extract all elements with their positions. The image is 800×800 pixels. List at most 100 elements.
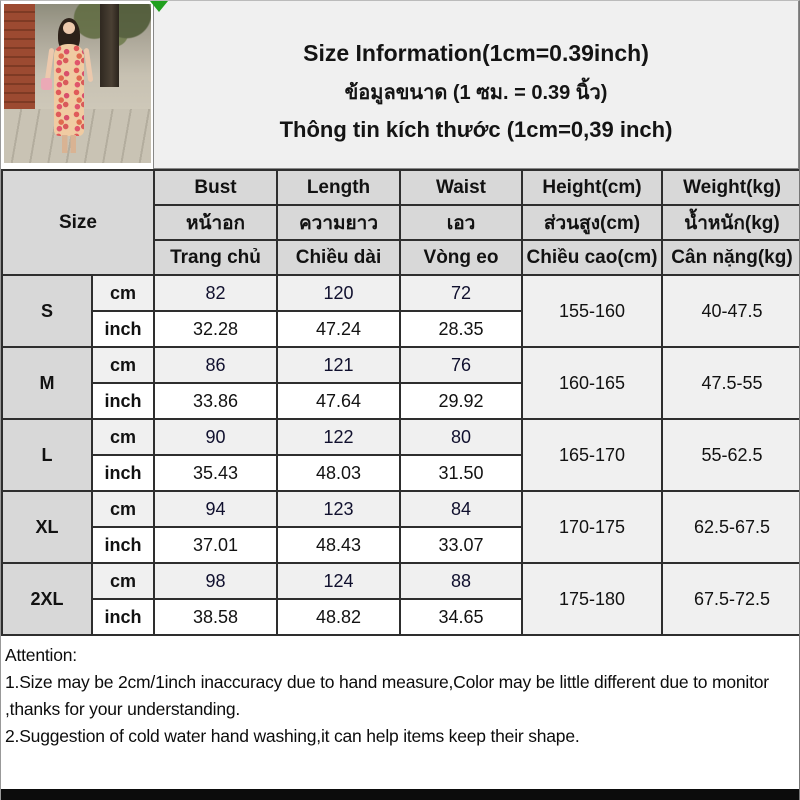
bust-inch-value: 38.58	[153, 598, 278, 636]
waist-cm-value: 76	[399, 346, 523, 384]
col-header-length-en: Length	[276, 169, 401, 206]
waist-cm-value: 72	[399, 274, 523, 312]
bust-cm-value: 98	[153, 562, 278, 600]
col-header-bust-th: หน้าอก	[153, 204, 278, 241]
waist-cm-value: 88	[399, 562, 523, 600]
attention-note-1: 1.Size may be 2cm/1inch inaccuracy due t…	[5, 672, 769, 720]
bust-inch-value: 33.86	[153, 382, 278, 420]
unit-inch-cell: inch	[91, 454, 155, 492]
col-header-height-en: Height(cm)	[521, 169, 663, 206]
col-header-waist-th: เอว	[399, 204, 523, 241]
size-label-cell: L	[1, 418, 93, 492]
weight-range-cell: 55-62.5	[661, 418, 799, 492]
bust-cm-value: 94	[153, 490, 278, 528]
length-inch-value: 48.03	[276, 454, 401, 492]
length-cm-value: 120	[276, 274, 401, 312]
length-cm-value: 121	[276, 346, 401, 384]
weight-range-cell: 62.5-67.5	[661, 490, 799, 564]
col-header-bust-en: Bust	[153, 169, 278, 206]
length-cm-value: 124	[276, 562, 401, 600]
size-info-title-vi: Thông tin kích thước (1cm=0,39 inch)	[279, 117, 673, 142]
size-info-title-en: Size Information(1cm=0.39inch)	[303, 40, 649, 66]
table-row: XL cm 94 123 84 170-175 62.5-67.5	[1, 490, 799, 564]
bust-cm-value: 90	[153, 418, 278, 456]
size-header-cell: Size	[1, 169, 155, 276]
waist-inch-value: 29.92	[399, 382, 523, 420]
length-cm-value: 123	[276, 490, 401, 528]
model-face	[62, 22, 75, 35]
size-label-cell: 2XL	[1, 562, 93, 636]
photo-scene	[4, 4, 151, 163]
col-header-weight-th: น้ำหนัก(kg)	[661, 204, 799, 241]
col-header-weight-en: Weight(kg)	[661, 169, 799, 206]
size-label-cell: XL	[1, 490, 93, 564]
title-block: Size Information(1cm=0.39inch) ข้อมูลขนา…	[153, 1, 799, 169]
col-header-height-vi: Chiều cao(cm)	[521, 239, 663, 276]
tree-trunk	[99, 4, 119, 87]
table-row: L cm 90 122 80 165-170 55-62.5	[1, 418, 799, 492]
length-inch-value: 47.24	[276, 310, 401, 348]
table-row: S cm 82 120 72 155-160 40-47.5	[1, 274, 799, 348]
attention-note-2: 2.Suggestion of cold water hand washing,…	[5, 726, 580, 747]
brick-wall	[4, 4, 35, 129]
attention-heading: Attention:	[5, 645, 77, 665]
weight-range-cell: 47.5-55	[661, 346, 799, 420]
attention-notes: Attention: 1.Size may be 2cm/1inch inacc…	[1, 636, 799, 768]
waist-inch-value: 31.50	[399, 454, 523, 492]
height-range-cell: 155-160	[521, 274, 663, 348]
bust-inch-value: 37.01	[153, 526, 278, 564]
length-inch-value: 47.64	[276, 382, 401, 420]
unit-cm-cell: cm	[91, 562, 155, 600]
length-cm-value: 122	[276, 418, 401, 456]
waist-inch-value: 28.35	[399, 310, 523, 348]
unit-cm-cell: cm	[91, 346, 155, 384]
bust-inch-value: 35.43	[153, 454, 278, 492]
green-corner-marker-icon	[150, 1, 168, 12]
table-row: inch 37.01 48.43 33.07	[2, 526, 799, 564]
unit-cm-cell: cm	[91, 490, 155, 528]
table-row: M cm 86 121 76 160-165 47.5-55	[1, 346, 799, 420]
unit-inch-cell: inch	[91, 310, 155, 348]
col-header-length-th: ความยาว	[276, 204, 401, 241]
handbag	[40, 78, 52, 91]
waist-inch-value: 34.65	[399, 598, 523, 636]
height-range-cell: 170-175	[521, 490, 663, 564]
unit-cm-cell: cm	[91, 274, 155, 312]
size-label-cell: S	[1, 274, 93, 348]
floral-dress	[53, 44, 84, 137]
model-legs	[61, 135, 76, 154]
table-row: inch 38.58 48.82 34.65	[2, 598, 799, 636]
unit-inch-cell: inch	[91, 382, 155, 420]
product-photo	[1, 1, 153, 165]
col-header-waist-vi: Vòng eo	[399, 239, 523, 276]
table-row: 2XL cm 98 124 88 175-180 67.5-72.5	[1, 562, 799, 636]
col-header-waist-en: Waist	[399, 169, 523, 206]
model-arm-right	[83, 48, 94, 83]
col-header-weight-vi: Cân nặng(kg)	[661, 239, 799, 276]
size-info-title-th: ข้อมูลขนาด (1 ซม. = 0.39 นิ้ว)	[344, 82, 608, 104]
height-range-cell: 165-170	[521, 418, 663, 492]
waist-inch-value: 33.07	[399, 526, 523, 564]
waist-cm-value: 80	[399, 418, 523, 456]
table-row: inch 35.43 48.03 31.50	[2, 454, 799, 492]
height-range-cell: 160-165	[521, 346, 663, 420]
col-header-length-vi: Chiều dài	[276, 239, 401, 276]
table-row: inch 32.28 47.24 28.35	[2, 310, 799, 348]
bottom-black-bar	[1, 789, 799, 800]
header-row-th: หน้าอก ความยาว เอว ส่วนสูง(cm) น้ำหนัก(k…	[2, 204, 799, 241]
header-row-en: Size Bust Length Waist Height(cm) Weight…	[1, 169, 799, 276]
size-table: Size Bust Length Waist Height(cm) Weight…	[1, 169, 799, 636]
header-row-vi: Trang chủ Chiều dài Vòng eo Chiều cao(cm…	[2, 239, 799, 276]
length-inch-value: 48.82	[276, 598, 401, 636]
size-label-cell: M	[1, 346, 93, 420]
weight-range-cell: 40-47.5	[661, 274, 799, 348]
length-inch-value: 48.43	[276, 526, 401, 564]
unit-inch-cell: inch	[91, 598, 155, 636]
table-row: inch 33.86 47.64 29.92	[2, 382, 799, 420]
weight-range-cell: 67.5-72.5	[661, 562, 799, 636]
top-section: Size Information(1cm=0.39inch) ข้อมูลขนา…	[1, 1, 799, 169]
bust-inch-value: 32.28	[153, 310, 278, 348]
model-figure	[40, 18, 94, 155]
height-range-cell: 175-180	[521, 562, 663, 636]
